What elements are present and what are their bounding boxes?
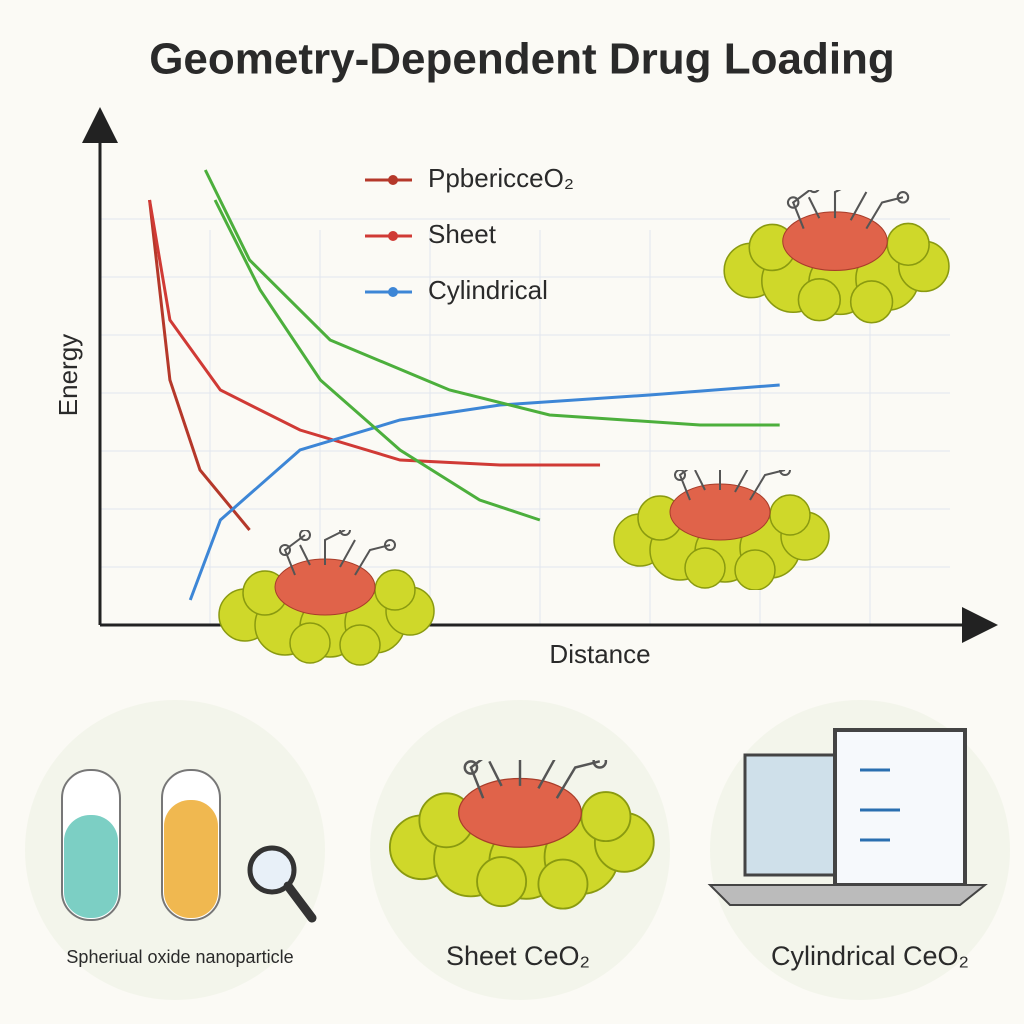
x-axis-label: Distance	[549, 639, 650, 669]
y-axis-label: Energy	[53, 334, 83, 416]
caption: Sheet CeO₂	[446, 941, 590, 971]
legend-dot	[388, 175, 398, 185]
nanoparticle-illustration	[612, 470, 831, 590]
legend-label: Cylindrical	[428, 275, 548, 305]
caption: Cylindrical CeO₂	[771, 941, 969, 971]
legend-label: Sheet	[428, 219, 497, 249]
legend-label: PpbericceO₂	[428, 163, 574, 193]
grid	[100, 218, 950, 625]
laptop	[707, 728, 988, 906]
chart-title: Geometry-Dependent Drug Loading	[149, 35, 895, 84]
line-series	[203, 169, 780, 427]
line-series	[148, 199, 601, 467]
legend-dot	[388, 231, 398, 241]
line-series	[188, 383, 780, 601]
nanoparticle-illustration	[217, 530, 435, 667]
test-tubes	[61, 769, 317, 923]
line-series	[148, 199, 251, 531]
line-series	[213, 199, 541, 522]
caption: Spheriual oxide nanoparticle	[66, 947, 293, 967]
legend-dot	[388, 287, 398, 297]
nanoparticle-illustration	[723, 190, 950, 324]
